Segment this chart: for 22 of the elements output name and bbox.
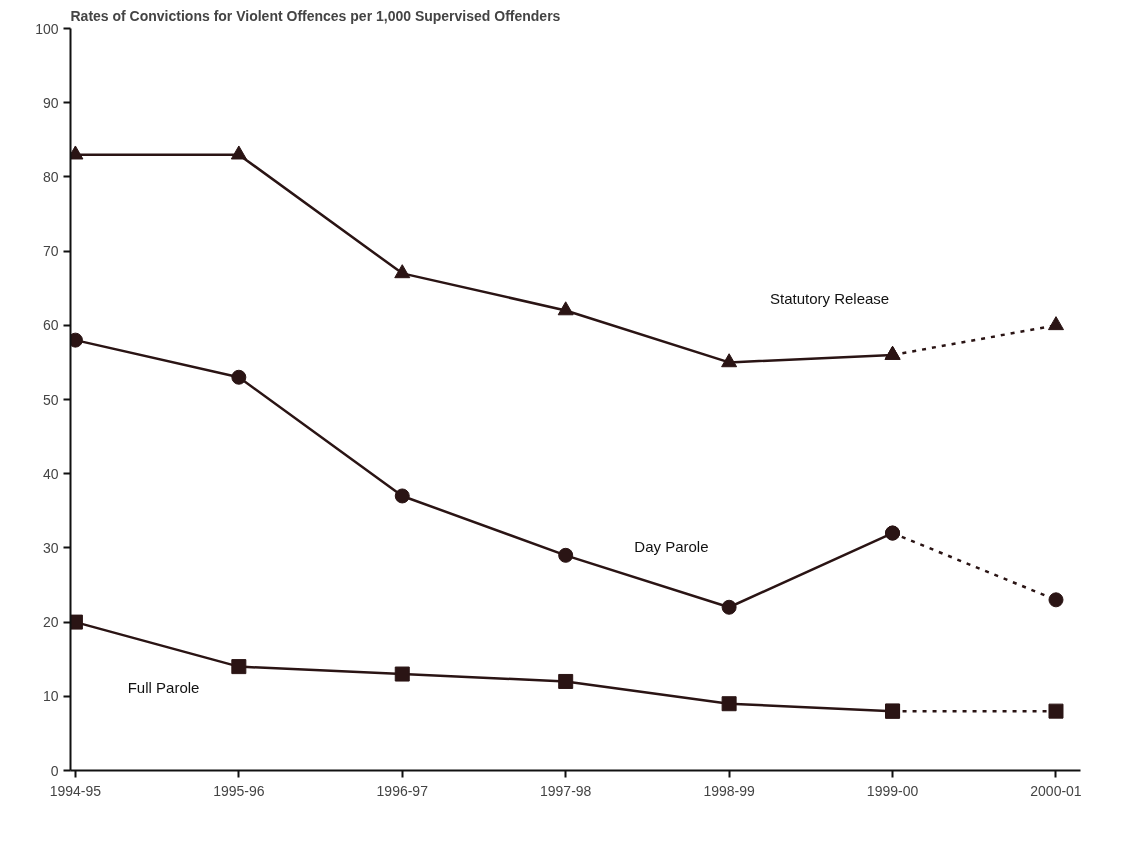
x-tick-label: 1997-98 xyxy=(540,782,592,799)
y-tick-label: 0 xyxy=(50,762,59,779)
y-tick-label: 30 xyxy=(42,539,59,556)
y-tick-label: 100 xyxy=(35,20,59,37)
y-tick-label: 40 xyxy=(42,465,59,482)
x-tick-label: 1999-00 xyxy=(866,782,919,799)
y-tick-label: 10 xyxy=(42,688,59,705)
x-tick-label: 1995-96 xyxy=(213,782,265,799)
x-tick-label: 1996-97 xyxy=(376,782,429,799)
series-label: Day Parole xyxy=(634,538,709,556)
y-tick-label: 20 xyxy=(42,614,59,631)
y-tick-label: 70 xyxy=(42,243,59,260)
y-tick-label: 50 xyxy=(42,391,59,408)
y-tick-label: 80 xyxy=(42,168,59,185)
y-tick-label: 60 xyxy=(42,317,59,334)
x-tick-label: 1998-99 xyxy=(703,782,756,799)
chart-title: Rates of Convictions for Violent Offences per 1,000 Supervised Offenders xyxy=(70,7,561,24)
text: Statutory Release xyxy=(769,289,890,307)
x-tick-label: 1994-95 xyxy=(49,782,102,799)
x-tick-label: 2000-01 xyxy=(1030,782,1082,799)
y-tick-label: 90 xyxy=(42,94,59,111)
series-label: Full Parole xyxy=(127,679,200,697)
